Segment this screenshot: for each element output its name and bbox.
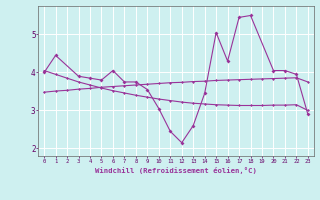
- X-axis label: Windchill (Refroidissement éolien,°C): Windchill (Refroidissement éolien,°C): [95, 167, 257, 174]
